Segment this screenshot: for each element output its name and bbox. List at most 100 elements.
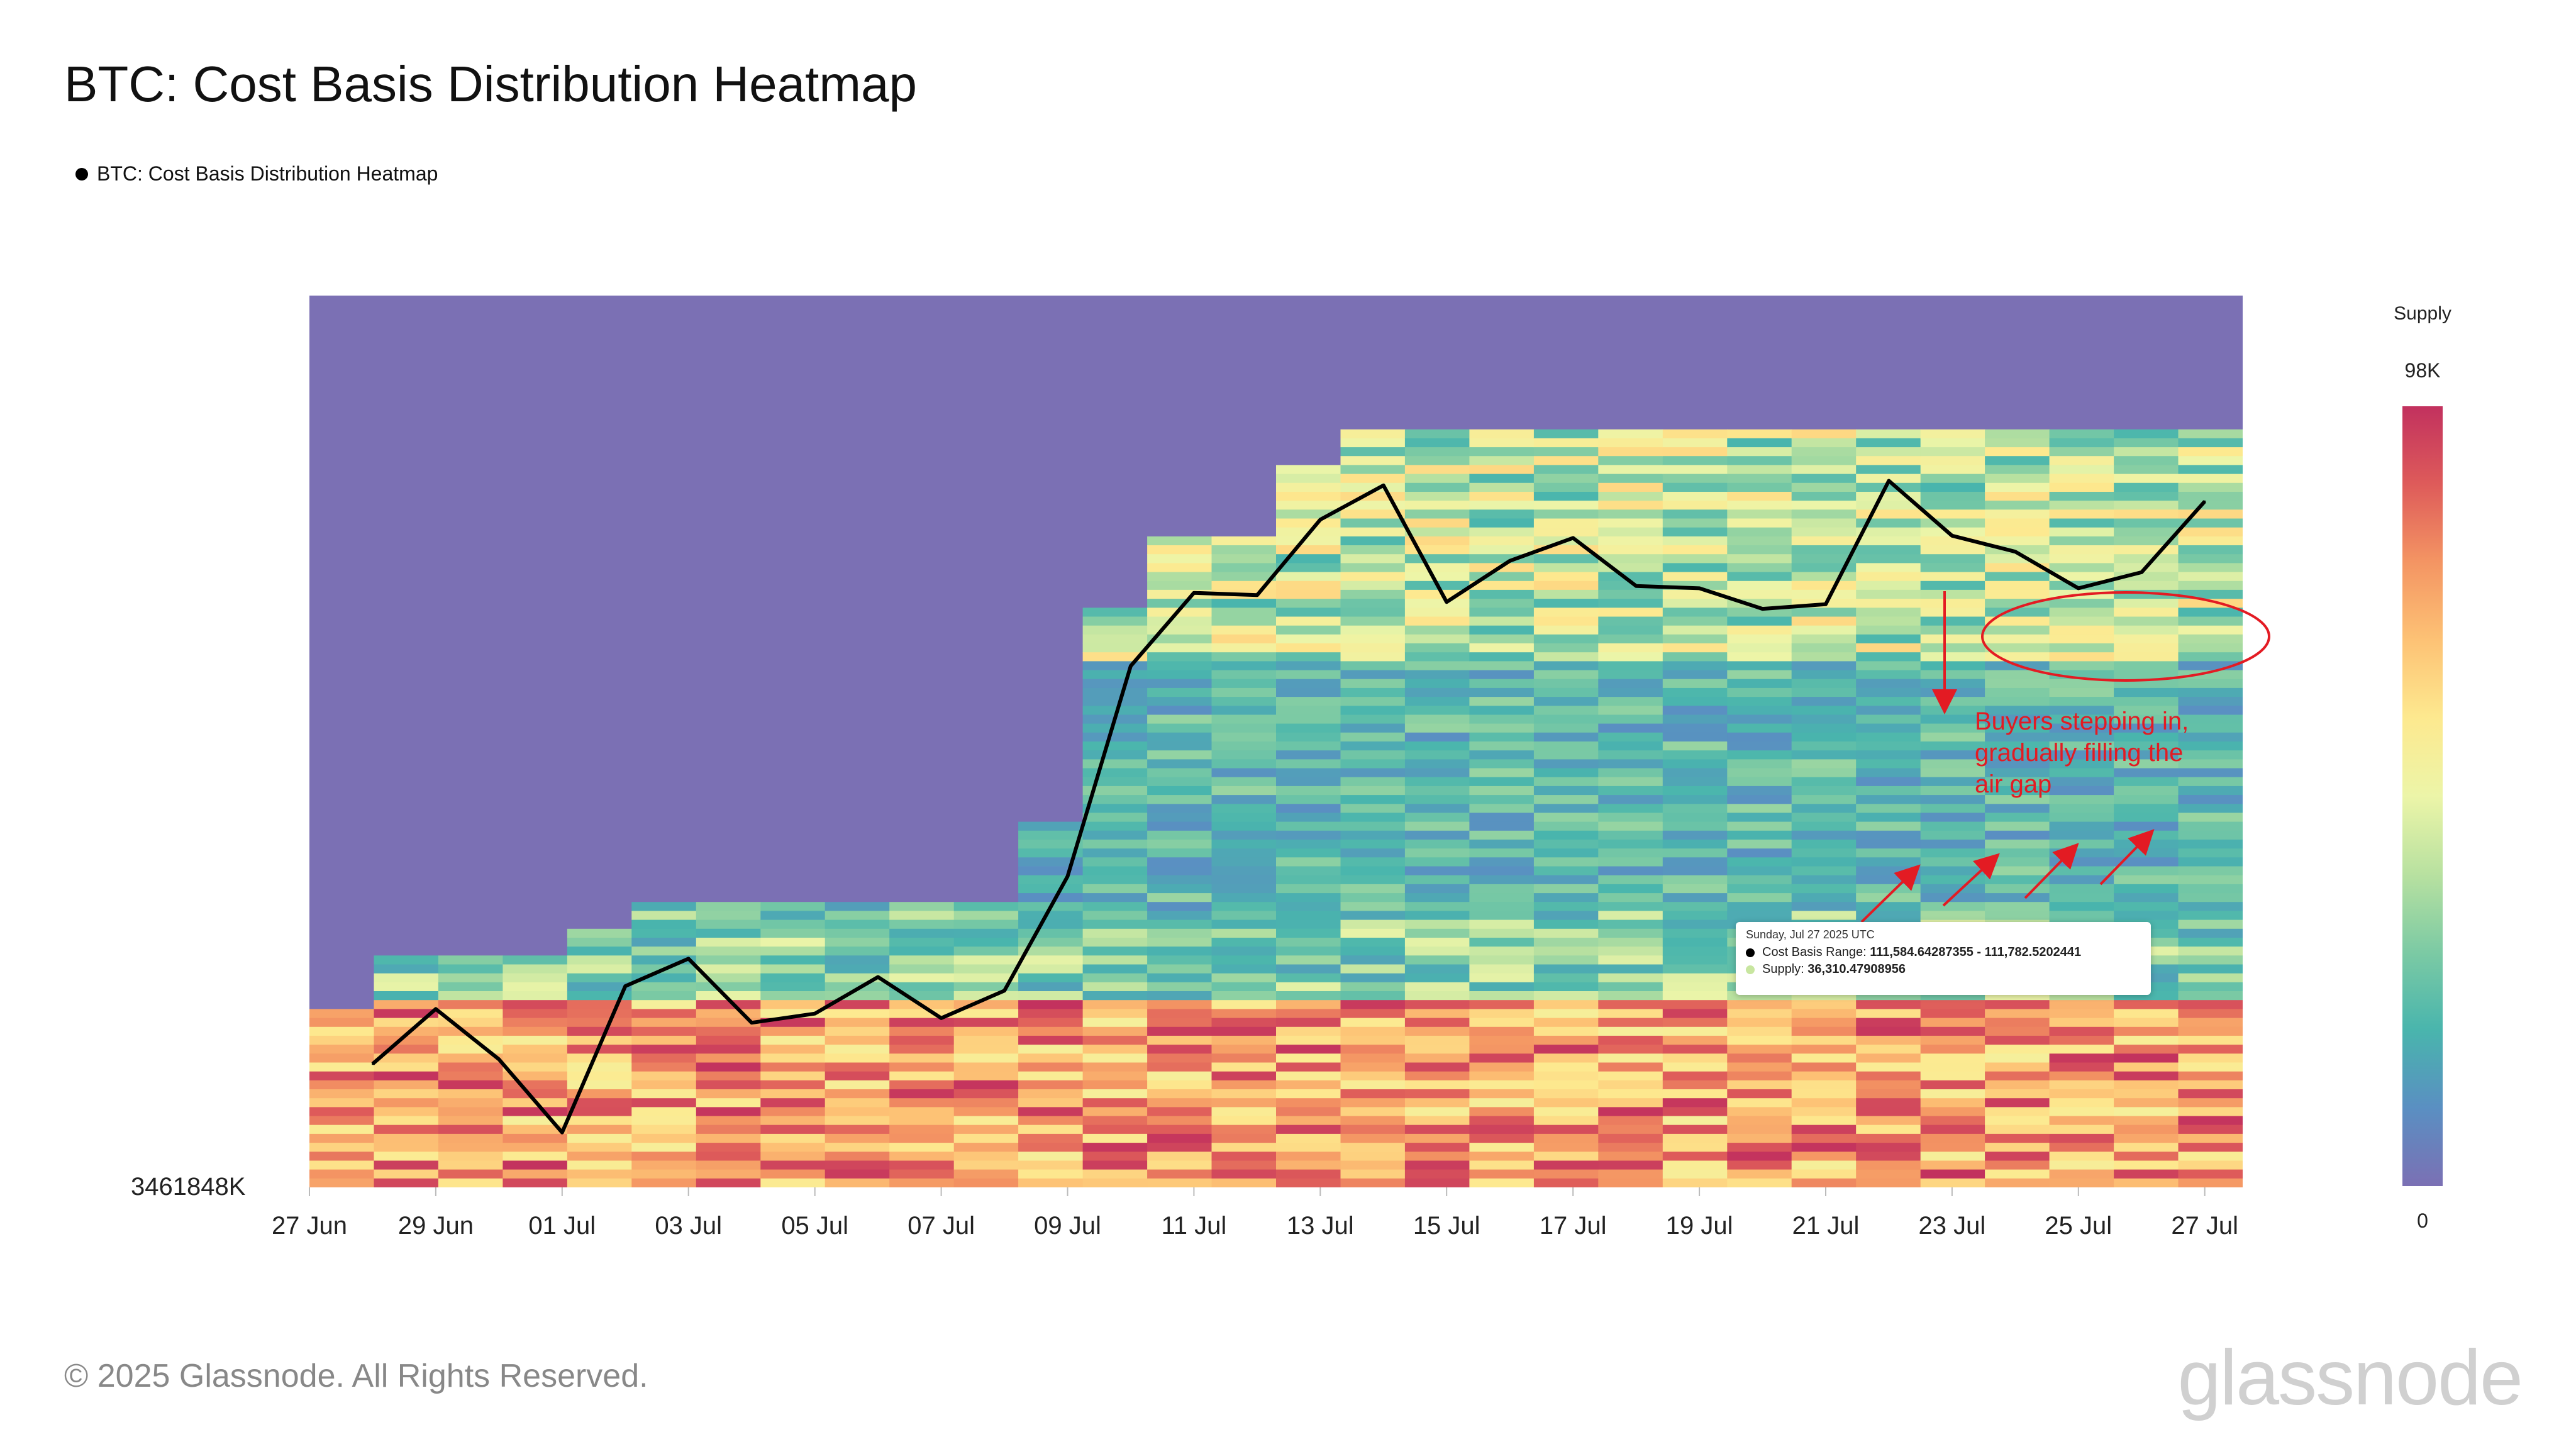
heatmap-cell xyxy=(2114,875,2179,885)
heatmap-cell xyxy=(1147,1133,1213,1143)
heatmap-cell xyxy=(760,1169,826,1179)
heatmap-cell xyxy=(1082,634,1148,644)
heatmap-cell xyxy=(2049,599,2114,608)
heatmap-cell xyxy=(1340,608,1406,618)
heatmap-cell xyxy=(1276,465,1341,475)
heatmap-cell xyxy=(953,1035,1019,1045)
heatmap-cell xyxy=(2178,884,2243,894)
heatmap-cell xyxy=(1662,902,1728,911)
heatmap-cell xyxy=(1533,1080,1599,1090)
heatmap-cell xyxy=(1276,741,1341,751)
heatmap-cell xyxy=(2114,438,2179,448)
heatmap-cell xyxy=(1533,893,1599,902)
heatmap-cell xyxy=(1662,554,1728,564)
x-tick-label: 27 Jul xyxy=(2171,1212,2238,1240)
legend[interactable]: BTC: Cost Basis Distribution Heatmap xyxy=(75,162,438,186)
heatmap-cell xyxy=(1856,643,1921,653)
heatmap-cell xyxy=(1985,589,2050,599)
heatmap-cell xyxy=(1791,1178,1857,1187)
heatmap-cell xyxy=(1211,919,1277,930)
heatmap-cell xyxy=(2049,634,2114,644)
heatmap-cell xyxy=(374,1116,439,1126)
heatmap-cell xyxy=(1533,857,1599,867)
heatmap-cell xyxy=(1791,661,1857,671)
heatmap-cell xyxy=(1920,723,1985,733)
heatmap-cell xyxy=(631,1133,697,1143)
heatmap-cell xyxy=(1791,1000,1857,1009)
heatmap-cell xyxy=(567,1107,632,1117)
heatmap-cell xyxy=(1791,1116,1857,1126)
heatmap-cell xyxy=(1082,643,1148,653)
colorbar-min-label: 0 xyxy=(2417,1209,2428,1232)
heatmap-cell xyxy=(1147,1143,1213,1152)
heatmap-cell xyxy=(2049,1026,2114,1036)
heatmap-cell xyxy=(1276,670,1341,680)
heatmap-cell xyxy=(1662,973,1728,983)
heatmap-cell xyxy=(1533,625,1599,635)
heatmap-cell xyxy=(2178,723,2243,733)
heatmap-cell xyxy=(1469,509,1535,519)
heatmap-cell xyxy=(502,1143,568,1152)
heatmap-cell xyxy=(1404,1107,1470,1117)
heatmap-cell xyxy=(2049,714,2114,724)
heatmap-cell xyxy=(1404,1169,1470,1179)
heatmap-cell xyxy=(502,1053,568,1063)
heatmap-cell xyxy=(760,1107,826,1117)
heatmap-cell xyxy=(2114,840,2179,849)
heatmap-cell xyxy=(1404,1152,1470,1162)
heatmap-cell xyxy=(1662,813,1728,823)
heatmap-cell xyxy=(760,964,826,974)
heatmap-cell xyxy=(438,1143,503,1152)
heatmap-cell xyxy=(1469,795,1535,804)
heatmap-cell xyxy=(1920,554,1985,564)
heatmap-cell xyxy=(1985,438,2050,448)
heatmap-cell xyxy=(1211,599,1277,608)
heatmap-cell xyxy=(2114,616,2179,626)
price-point xyxy=(1635,585,1638,587)
heatmap-cell xyxy=(1791,848,1857,858)
heatmap-cell xyxy=(1469,1009,1535,1019)
heatmap-cell xyxy=(1276,875,1341,885)
heatmap-cell xyxy=(1276,893,1341,902)
heatmap-cell xyxy=(1404,750,1470,760)
heatmap-cell xyxy=(1727,804,1792,814)
heatmap-cell xyxy=(2114,1018,2179,1028)
heatmap-cell xyxy=(1469,501,1535,510)
heatmap-cell xyxy=(1276,777,1341,787)
heatmap-cell xyxy=(1920,429,1985,439)
heatmap-cell xyxy=(1856,1107,1921,1117)
heatmap-cell xyxy=(1985,599,2050,608)
heatmap-cell xyxy=(1533,902,1599,911)
heatmap-cell xyxy=(1147,813,1213,823)
heatmap-cell xyxy=(1727,687,1792,697)
heatmap-cell xyxy=(309,1116,375,1126)
heatmap-cell xyxy=(1985,509,2050,519)
heatmap-cell xyxy=(953,1026,1019,1036)
price-point xyxy=(940,1017,943,1019)
heatmap-cell xyxy=(631,1080,697,1090)
heatmap-cell xyxy=(1856,1000,1921,1009)
heatmap-cell xyxy=(1147,608,1213,618)
heatmap-cell xyxy=(889,947,955,956)
heatmap-cell xyxy=(1727,447,1792,457)
heatmap-cell xyxy=(309,1107,375,1117)
heatmap-cell xyxy=(1340,919,1406,930)
heatmap-cell xyxy=(2049,661,2114,671)
heatmap-cell xyxy=(2178,741,2243,751)
heatmap-cell xyxy=(1533,741,1599,751)
heatmap-cell xyxy=(1920,501,1985,510)
heatmap-cell xyxy=(1276,1035,1341,1045)
heatmap-cell xyxy=(1856,572,1921,582)
heatmap-cell xyxy=(567,973,632,983)
heatmap-cell xyxy=(1276,599,1341,608)
heatmap-cell xyxy=(1533,947,1599,956)
heatmap-cell xyxy=(1340,1009,1406,1019)
heatmap-cell xyxy=(1856,1169,1921,1179)
heatmap-cell xyxy=(824,1000,890,1009)
heatmap-cell xyxy=(1147,545,1213,555)
heatmap-cell xyxy=(1598,991,1663,1001)
heatmap-cell xyxy=(1276,911,1341,921)
heatmap-cell xyxy=(1082,1107,1148,1117)
heatmap-cell xyxy=(696,947,761,956)
